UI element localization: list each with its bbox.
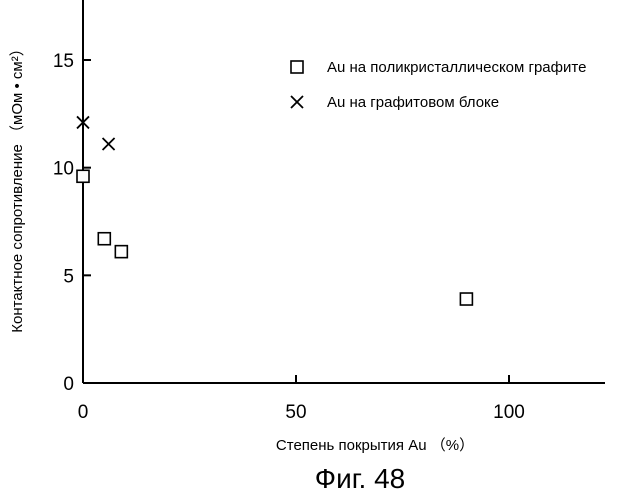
y-tick-label: 5 xyxy=(63,266,74,287)
chart-points xyxy=(77,116,472,305)
legend: Au на поликристаллическом графите Au на г… xyxy=(291,59,586,111)
square-point xyxy=(77,170,89,182)
legend-square-marker xyxy=(291,61,303,73)
legend-label: Au на графитовом блоке xyxy=(327,94,499,111)
y-tick-label: 15 xyxy=(53,51,74,72)
chart-axes xyxy=(83,0,605,383)
legend-label: Au на поликристаллическом графите xyxy=(327,59,586,76)
legend-cross-marker xyxy=(291,96,303,108)
square-point xyxy=(460,293,472,305)
x-axis-label: Степень покрытия Au （%） xyxy=(276,437,474,454)
y-axis-label: Контактное сопротивление （мОм • см²） xyxy=(9,41,26,332)
square-point xyxy=(115,246,127,258)
x-tick-label: 50 xyxy=(285,402,306,423)
x-tick-label: 0 xyxy=(78,402,89,423)
y-tick-label: 10 xyxy=(53,159,74,180)
cross-point xyxy=(103,138,115,150)
x-tick-label: 100 xyxy=(493,402,525,423)
y-tick-label: 0 xyxy=(63,374,74,395)
square-point xyxy=(98,233,110,245)
figure-caption: Фиг. 48 xyxy=(315,463,405,494)
